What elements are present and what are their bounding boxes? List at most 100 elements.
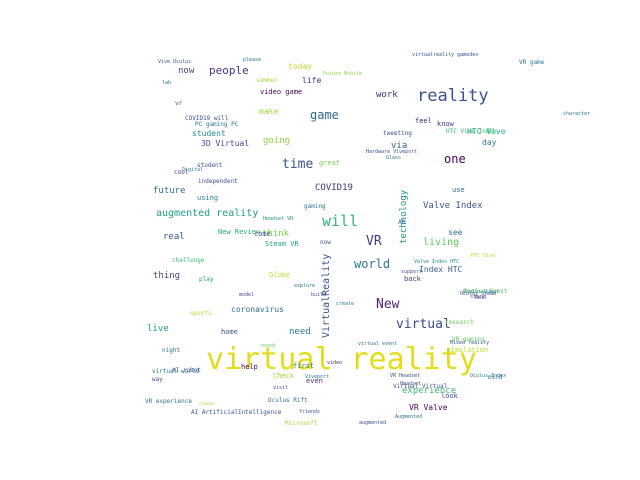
word-8: time (282, 157, 314, 172)
word-0: virtual reality (206, 342, 477, 377)
word-40: using (197, 194, 219, 202)
word-1: reality (417, 86, 489, 106)
word-83: video (327, 360, 343, 366)
word-27: Index HTC (419, 265, 463, 274)
word-6: world (354, 257, 391, 271)
word-20: thing (153, 271, 181, 281)
word-57: Globe (269, 271, 291, 279)
word-111: Real (475, 295, 488, 301)
word-9: one (444, 152, 466, 166)
word-69: character (563, 111, 591, 117)
word-86: Oculus Steam (460, 291, 497, 297)
word-119: now (320, 239, 331, 246)
word-28: experience (402, 386, 457, 396)
word-73: sports (190, 310, 212, 317)
word-14: technology (399, 189, 409, 244)
word-74: challenge (172, 257, 205, 264)
word-77: create (336, 301, 355, 307)
word-114: Headset (400, 381, 422, 387)
word-34: day (482, 138, 497, 147)
word-116: visit (273, 385, 289, 391)
word-61: VR experience (145, 398, 192, 405)
word-50: simulation (446, 346, 489, 354)
word-55: video game (260, 88, 303, 96)
word-46: help (241, 363, 258, 371)
word-44: feel (415, 117, 432, 125)
word-32: make (259, 107, 279, 116)
word-64: Microsoft (285, 420, 318, 427)
word-90: Future Mobile (323, 71, 363, 77)
word-15: now (178, 66, 195, 76)
word-97: HTC Vive (471, 253, 496, 259)
word-47: even (306, 377, 323, 385)
word-4: virtual (396, 317, 451, 332)
word-63: Oculus Rift (268, 397, 308, 404)
word-12: living (423, 237, 460, 248)
word-25: going (263, 136, 291, 146)
word-45: first (293, 362, 315, 370)
word-92: Oculus Quest (463, 289, 500, 295)
word-2: VR (366, 234, 382, 249)
word-93: AI ArtificialIntelligence (191, 409, 282, 416)
word-37: way (152, 376, 163, 383)
word-71: cool (174, 169, 189, 176)
word-5: New (376, 297, 400, 312)
word-26: Valve Index (423, 201, 483, 211)
word-3: will (322, 212, 359, 230)
word-23: live (147, 324, 169, 334)
word-22: need (289, 327, 311, 337)
word-109: VR game (519, 59, 545, 66)
word-113: independent (198, 178, 238, 185)
word-53: come (254, 230, 271, 238)
word-102: Viveport (305, 374, 330, 380)
word-78: build (311, 292, 327, 298)
word-72: night (162, 347, 181, 354)
word-60: gaming (304, 203, 326, 210)
word-51: Steam VR (265, 240, 299, 248)
word-115: virtual event (358, 341, 398, 347)
word-36: use (452, 186, 465, 194)
word-104: augmented (359, 420, 387, 426)
word-118: lab (162, 80, 172, 86)
word-43: know (437, 120, 454, 128)
word-70: mind (488, 374, 503, 381)
word-48: home (221, 328, 238, 336)
word-24: think (262, 229, 290, 239)
word-82: model (239, 292, 255, 298)
word-89: COVID19 will (185, 115, 229, 122)
word-110: explore (294, 283, 316, 289)
word-54: great (319, 159, 341, 167)
word-95: Augmented (395, 414, 423, 420)
word-103: Virtual Virtual (393, 383, 448, 390)
word-7: game (310, 108, 339, 122)
word-88: PC gaming PC (195, 121, 239, 128)
word-31: life (302, 76, 322, 85)
word-117: Hardware Viveport (366, 149, 418, 155)
word-112: Glass (386, 155, 402, 161)
word-101: AI robot (172, 367, 201, 374)
word-33: HTC Vive (467, 127, 506, 136)
word-87: HTC Vive Index (446, 128, 497, 135)
word-16: work (376, 90, 398, 100)
word-30: today (288, 62, 313, 71)
word-108: Oculus Index (470, 373, 507, 379)
word-91: Vive Oculus (158, 59, 192, 65)
word-65: AR (398, 219, 406, 226)
word-49: coronavirus (231, 305, 284, 314)
word-39: look (441, 392, 458, 400)
word-29: VR Valve (409, 403, 448, 412)
word-75: support (401, 269, 423, 275)
word-67: student (197, 162, 223, 169)
word-96: Headset VR (263, 216, 294, 222)
word-107: tweeting (383, 130, 412, 137)
word-21: COVID19 (315, 183, 353, 193)
word-59: play (199, 276, 214, 283)
word-19: real (163, 232, 185, 242)
word-42: 3D Virtual (201, 139, 250, 148)
word-100: virtual world (152, 368, 199, 375)
word-94: Digital (182, 167, 204, 173)
word-10: people (209, 64, 249, 77)
word-58: vr (175, 100, 183, 107)
word-38: back (404, 275, 421, 283)
